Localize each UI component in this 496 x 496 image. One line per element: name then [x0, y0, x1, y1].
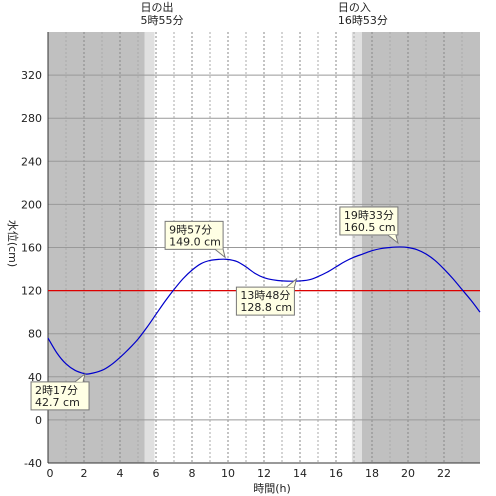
y-tick-label: 120 — [21, 285, 42, 298]
x-tick-label: 0 — [47, 467, 54, 480]
annotation-pointer — [286, 277, 298, 288]
annotation-time: 9時57分 — [169, 223, 212, 236]
y-tick-label: 320 — [21, 69, 42, 82]
annotation-time: 19時33分 — [344, 209, 394, 222]
x-tick-label: 18 — [365, 467, 379, 480]
x-tick-label: 4 — [117, 467, 124, 480]
y-tick-label: -40 — [24, 457, 42, 470]
sunset-time: 16時53分 — [338, 14, 388, 27]
annotation-value: 149.0 cm — [169, 235, 221, 248]
x-tick-label: 6 — [153, 467, 160, 480]
y-tick-label: 80 — [28, 328, 42, 341]
y-tick-label: 280 — [21, 112, 42, 125]
y-axis-title: 水位(cm) — [6, 220, 20, 267]
annotation-time: 13時48分 — [240, 289, 290, 302]
x-tick-label: 22 — [437, 467, 451, 480]
y-tick-label: 200 — [21, 198, 42, 211]
y-tick-label: 240 — [21, 155, 42, 168]
sunrise-time: 5時55分 — [141, 14, 184, 27]
annotation-box — [339, 206, 399, 236]
annotation-pointer — [214, 248, 226, 259]
x-tick-label: 10 — [221, 467, 235, 480]
annotation-box — [30, 381, 90, 411]
x-tick-label: 16 — [329, 467, 343, 480]
annotation-pointer — [387, 234, 399, 245]
y-tick-label: 40 — [28, 371, 42, 384]
sunset-title: 日の入 — [338, 1, 371, 14]
annotation-pointer — [74, 372, 86, 383]
x-axis-title: 時間(h) — [253, 482, 291, 495]
x-tick-label: 14 — [293, 467, 307, 480]
x-tick-label: 2 — [81, 467, 88, 480]
annotation-box — [164, 220, 224, 250]
annotation-value: 160.5 cm — [344, 221, 396, 234]
annotation-value: 128.8 cm — [240, 301, 292, 314]
x-tick-label: 20 — [401, 467, 415, 480]
sunrise-title: 日の出 — [141, 0, 174, 14]
annotation-box — [235, 286, 295, 316]
y-tick-label: 160 — [21, 242, 42, 255]
x-tick-label: 8 — [189, 467, 196, 480]
annotation-value: 42.7 cm — [35, 396, 80, 409]
x-tick-label: 12 — [257, 467, 271, 480]
tide-level-line — [47, 246, 481, 375]
y-tick-label: 0 — [35, 414, 42, 427]
annotation-time: 2時17分 — [35, 384, 78, 397]
